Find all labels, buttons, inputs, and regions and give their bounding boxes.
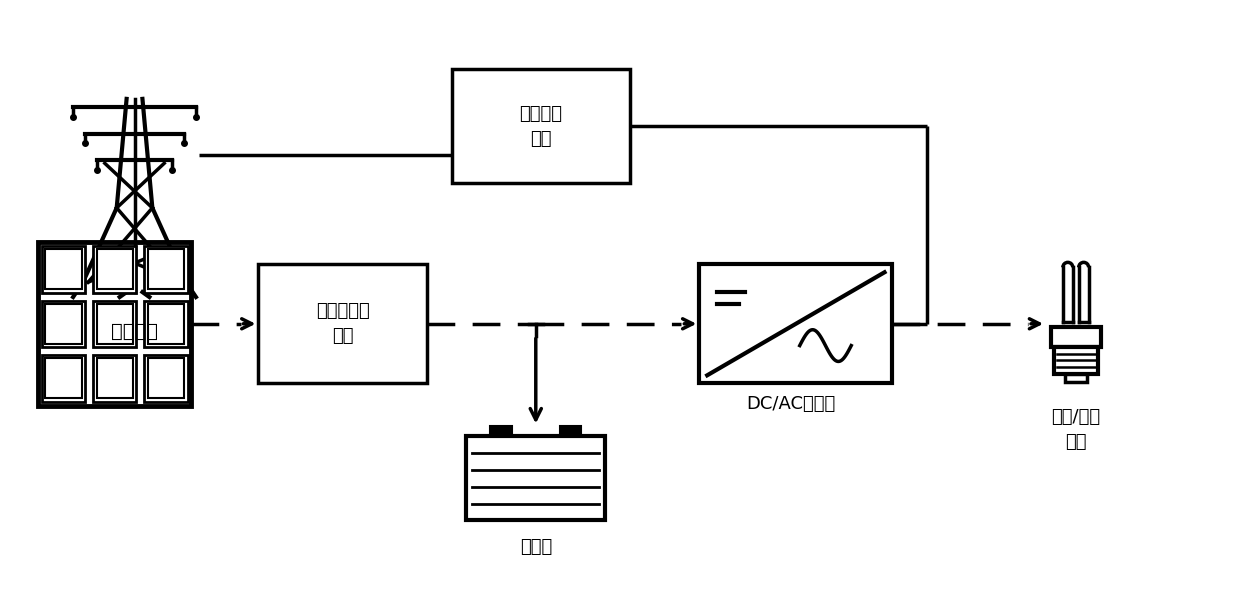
Text: 三相/单相
负载: 三相/单相 负载: [1052, 408, 1100, 451]
Bar: [97, 249, 133, 289]
Text: 蓄电池: 蓄电池: [520, 538, 552, 556]
Bar: [38, 242, 191, 406]
Text: 三相市电: 三相市电: [112, 322, 157, 341]
Bar: [46, 304, 82, 344]
Bar: [148, 249, 184, 289]
Bar: [144, 300, 187, 347]
Bar: [42, 355, 86, 402]
Bar: [42, 300, 86, 347]
Text: 市电旁路
模块: 市电旁路 模块: [520, 105, 562, 147]
Bar: [451, 69, 630, 183]
Bar: [93, 246, 136, 293]
Bar: [559, 426, 582, 436]
Text: DC/AC变换器: DC/AC变换器: [746, 395, 836, 413]
Bar: [258, 264, 427, 383]
Bar: [699, 264, 893, 383]
Bar: [1052, 327, 1101, 347]
Bar: [466, 436, 605, 521]
Bar: [42, 246, 86, 293]
Bar: [490, 426, 512, 436]
Bar: [46, 358, 82, 398]
Bar: [144, 355, 187, 402]
Bar: [97, 304, 133, 344]
Bar: [93, 355, 136, 402]
Bar: [97, 358, 133, 398]
Text: 光伏控制器
模块: 光伏控制器 模块: [316, 302, 370, 346]
Bar: [93, 300, 136, 347]
Bar: [148, 304, 184, 344]
Bar: [1054, 347, 1097, 374]
Bar: [1065, 374, 1086, 382]
Bar: [46, 249, 82, 289]
Bar: [144, 246, 187, 293]
Bar: [148, 358, 184, 398]
